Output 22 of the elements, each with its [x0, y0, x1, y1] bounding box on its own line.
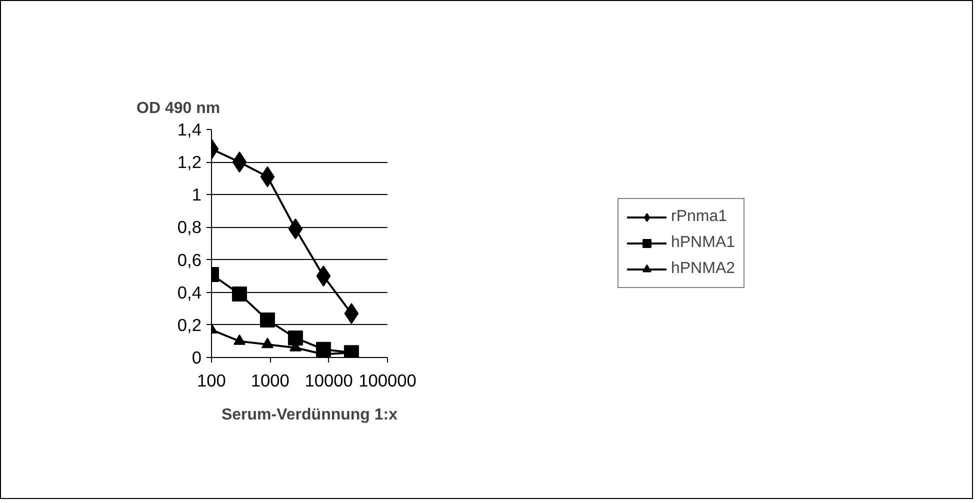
y-tick-label: 0,6	[177, 250, 202, 270]
legend-label: rPnma1	[670, 208, 728, 226]
x-tick-label: 100	[197, 370, 226, 390]
y-tick-label: 1,4	[177, 120, 202, 140]
y-tick-label: 1	[192, 184, 202, 205]
point	[261, 338, 274, 348]
y-axis-title: OD 490 nm	[136, 100, 220, 117]
x-tick-label: 10000	[304, 370, 353, 390]
y-tick-label: 0	[192, 348, 202, 368]
y-tick-label: 0,8	[177, 217, 202, 238]
y-tick-label: 0,4	[177, 282, 202, 302]
point	[233, 334, 246, 345]
legend-label: hPNMA2	[670, 260, 736, 278]
y-tick-label: 0,2	[177, 314, 202, 335]
legend-label: hPNMA1	[670, 234, 736, 252]
x-tick-label: 100000	[358, 370, 416, 390]
y-tick-label: 1,2	[177, 152, 202, 172]
x-tick-label: 1000	[250, 370, 290, 390]
x-axis-title: Serum-Verdünnung 1:x	[221, 406, 398, 424]
point	[232, 286, 247, 302]
point	[288, 330, 303, 346]
point	[260, 312, 275, 328]
